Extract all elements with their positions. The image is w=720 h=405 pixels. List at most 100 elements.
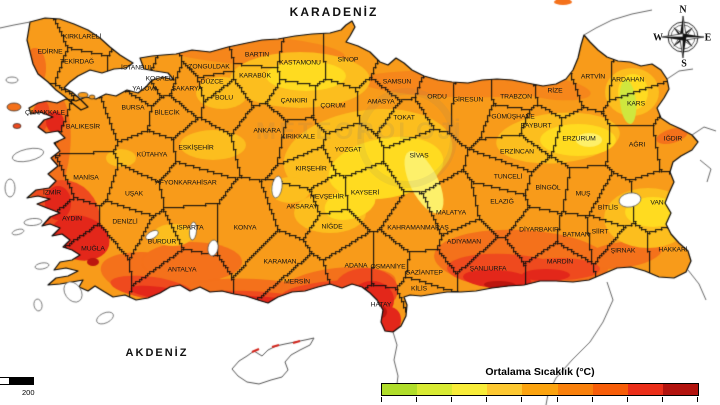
province-label: DENİZLİ <box>112 218 138 226</box>
compass-south-label: S <box>681 58 687 70</box>
province-label: KIRKLARELİ <box>62 33 102 41</box>
province-label: BARTIN <box>244 51 270 59</box>
province-label: AMASYA <box>367 98 395 106</box>
province-label: GÜMÜŞHANE <box>491 113 535 121</box>
province-label: YOZGAT <box>334 146 362 154</box>
province-label: KAYSERİ <box>350 189 380 197</box>
province-label: TOKAT <box>393 114 415 122</box>
province-label: BAYBURT <box>520 122 552 130</box>
province-label: MANİSA <box>73 174 99 182</box>
province-label: HAKKARİ <box>658 246 688 254</box>
colorbar-tick <box>556 397 558 402</box>
province-label: BURDUR <box>147 238 177 246</box>
province-label: ŞIRNAK <box>610 247 636 255</box>
province-label: YALOVA <box>132 85 158 93</box>
province-label: KIRIKKALE <box>280 133 316 141</box>
province-label: SİNOP <box>337 56 359 64</box>
province-label: ŞANLIURFA <box>469 265 507 273</box>
scale-bar-label: 200 <box>22 388 35 397</box>
province-label: EDİRNE <box>37 48 63 56</box>
compass-west-label: W <box>653 32 663 44</box>
province-label: KAHRAMANMARAŞ <box>387 224 449 232</box>
province-label: DİYARBAKIR <box>519 226 559 234</box>
province-label: NEVŞEHİR <box>310 193 344 201</box>
watermark-logo-circle <box>357 88 457 188</box>
compass-east-label: E <box>704 32 712 44</box>
legend-color-segment <box>557 384 593 395</box>
province-label: MERSİN <box>284 278 310 286</box>
colorbar-tick <box>451 397 453 402</box>
province-label: TUNCELİ <box>493 173 523 181</box>
province-label: AKSARAY <box>286 203 318 211</box>
province-label: GAZİANTEP <box>405 269 443 277</box>
province-label: MARDİN <box>546 258 574 266</box>
province-label: TEKİRDAĞ <box>60 58 94 66</box>
province-label: ISPARTA <box>176 224 204 232</box>
colorbar-tick <box>591 397 593 402</box>
province-label: BİNGÖL <box>535 184 561 192</box>
province-label: ERZURUM <box>562 135 596 143</box>
province-label: IĞDIR <box>663 135 683 143</box>
province-label: ARTVİN <box>580 73 606 81</box>
province-label: KARAMAN <box>263 258 297 266</box>
province-label: ADIYAMAN <box>446 238 482 246</box>
province-label: BATMAN <box>562 231 590 239</box>
province-label: MUĞLA <box>81 245 105 253</box>
province-label: ADANA <box>344 262 368 270</box>
legend-color-segment <box>487 384 523 395</box>
province-label: AĞRI <box>628 141 646 149</box>
colorbar-tick <box>521 397 523 402</box>
province-label: ARDAHAN <box>611 76 645 84</box>
legend-color-segment <box>627 384 663 395</box>
province-label: HATAY <box>370 301 392 309</box>
watermark: METEOROLOJİ <box>256 118 464 145</box>
province-label: UŞAK <box>124 190 144 198</box>
colorbar-tick <box>486 397 488 402</box>
province-label: KOCAELİ <box>145 75 175 83</box>
province-label: İZMİR <box>43 189 61 197</box>
colorbar-tick <box>697 397 698 402</box>
province-label: İSTANBUL <box>121 64 153 72</box>
province-label: BURSA <box>121 104 145 112</box>
legend-color-segment <box>662 384 698 395</box>
province-label: MUŞ <box>575 190 591 198</box>
province-label: ÇANKIRI <box>280 97 308 105</box>
province-label: KASTAMONU <box>279 59 321 67</box>
scale-bar-black-segment <box>9 378 33 384</box>
province-label: SİİRT <box>591 228 609 236</box>
province-label: BALIKESİR <box>65 123 101 131</box>
province-label: ÇORUM <box>320 102 346 110</box>
legend-color-segment <box>592 384 628 395</box>
province-label: BİTLİS <box>597 204 619 212</box>
compass-north-label: N <box>679 4 687 16</box>
province-label: RİZE <box>547 87 563 95</box>
colorbar-tick <box>626 397 628 402</box>
province-label: BOLU <box>214 94 234 102</box>
temperature-colorbar <box>381 383 699 396</box>
map-scale-bar <box>0 377 34 385</box>
legend-color-segment <box>452 384 488 395</box>
province-label: KARS <box>626 100 646 108</box>
province-label: NİĞDE <box>321 223 343 231</box>
province-label: AFYONKARAHİSAR <box>155 179 217 187</box>
province-label: SAKARYA <box>171 85 203 93</box>
legend-color-segment <box>417 384 453 395</box>
black-sea-label: KARADENİZ <box>289 5 379 19</box>
province-label: TRABZON <box>500 93 532 101</box>
province-label: VAN <box>650 199 664 207</box>
mediterranean-sea-label: AKDENİZ <box>125 347 189 359</box>
province-label: ELAZIĞ <box>490 198 514 206</box>
province-label: SİVAS <box>409 152 429 160</box>
province-label: ANTALYA <box>167 266 197 274</box>
province-label: SAMSUN <box>382 78 412 86</box>
colorbar-tick <box>381 397 382 402</box>
colorbar-tick <box>661 397 663 402</box>
province-label: KİLİS <box>410 285 428 293</box>
province-label: AYDIN <box>62 215 82 223</box>
legend-color-segment <box>382 384 418 395</box>
province-label: BİLECİK <box>154 109 180 117</box>
province-label: ORDU <box>427 93 447 101</box>
province-label: ERZİNCAN <box>500 148 534 156</box>
province-label: OSMANİYE <box>370 263 406 271</box>
